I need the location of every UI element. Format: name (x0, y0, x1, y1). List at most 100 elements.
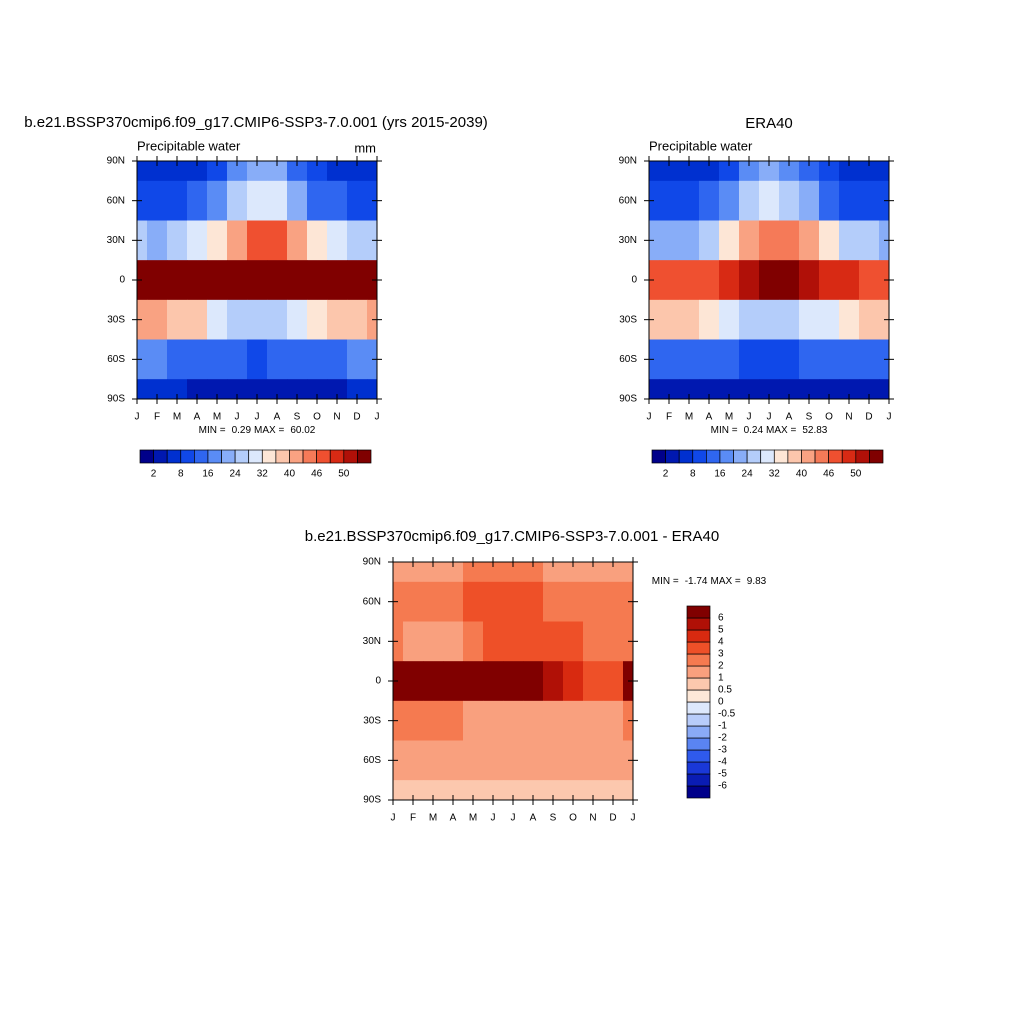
contour-cell (227, 299, 248, 340)
contour-cell (819, 180, 840, 221)
colorbar-label: 3 (718, 649, 724, 660)
contour-cell (759, 180, 780, 221)
contour-cell (819, 339, 840, 380)
contour-cell (137, 161, 148, 182)
contour-cell (287, 161, 308, 182)
contour-cell (227, 379, 248, 400)
contour-cell (719, 339, 740, 380)
contour-cell (307, 299, 328, 340)
colorbar-box (828, 449, 843, 464)
x-tick-label: N (333, 412, 340, 423)
colorbar-label: 4 (718, 637, 724, 648)
contour-cell (779, 180, 800, 221)
contour-cell (247, 180, 268, 221)
contour-cell (187, 161, 208, 182)
colorbar-label: 40 (796, 469, 808, 480)
x-tick-label: O (569, 813, 577, 824)
contour-cell (187, 180, 208, 221)
colorbar-label: 5 (718, 625, 724, 636)
x-tick-label: A (530, 813, 537, 824)
contour-cell (463, 581, 484, 622)
colorbar-box (686, 665, 711, 679)
contour-cell (393, 562, 404, 583)
max-label: MAX = (710, 576, 740, 587)
contour-cell (423, 581, 444, 622)
colorbar-box (746, 449, 762, 464)
contour-cell (503, 700, 524, 741)
contour-cell (403, 621, 424, 662)
contour-cell (147, 180, 168, 221)
contour-cell (147, 339, 168, 380)
colorbar-box (814, 449, 829, 464)
contour-cell (267, 339, 288, 380)
contour-cell (287, 379, 308, 400)
contour-cell (679, 180, 700, 221)
min: 0.24 (744, 425, 764, 436)
colorbar-box (692, 449, 707, 464)
y-tick-label: 30S (107, 314, 125, 325)
contour-cell (603, 661, 624, 702)
contour-cell (483, 780, 504, 801)
panel-title: ERA40 (745, 115, 793, 132)
contour-cell (327, 220, 348, 261)
contour-cell (603, 562, 624, 583)
x-tick-label: J (511, 813, 516, 824)
contour-cell (403, 581, 424, 622)
contour-cell (659, 180, 680, 221)
y-tick-label: 90N (363, 557, 381, 568)
colorbar-box (302, 449, 317, 464)
contour-cell (583, 661, 604, 702)
colorbar-label: 24 (742, 469, 754, 480)
contour-cell (523, 562, 544, 583)
contour-cell (739, 161, 760, 182)
contour-cell (423, 621, 444, 662)
colorbar-label: -3 (718, 745, 727, 756)
x-tick-label: A (274, 412, 281, 423)
contour-cell (659, 379, 680, 400)
contour-cell (799, 220, 820, 261)
contour-cell (167, 161, 188, 182)
min-label: MIN = (711, 425, 738, 436)
contour-cell (563, 700, 584, 741)
y-tick-label: 60S (619, 354, 637, 365)
contour-cell (759, 220, 780, 261)
min: 0.29 (232, 425, 252, 436)
x-tick-label: A (194, 412, 201, 423)
contour-cell (583, 581, 604, 622)
contour-cell (393, 661, 404, 702)
contour-cell (367, 379, 378, 400)
contour-cell (227, 161, 248, 182)
contour-cell (719, 379, 740, 400)
contour-cell (443, 740, 464, 781)
contour-cell (167, 260, 188, 301)
contour-cell (187, 299, 208, 340)
colorbar-box (686, 785, 711, 799)
x-tick-label: S (294, 412, 301, 423)
x-tick-label: M (725, 412, 733, 423)
contour-cell (187, 339, 208, 380)
contour-cell (819, 220, 840, 261)
colorbar-label: -5 (718, 769, 727, 780)
colorbar-label: 32 (769, 469, 781, 480)
x-tick-label: M (173, 412, 181, 423)
contour-cell (287, 220, 308, 261)
colorbar-box (686, 749, 711, 763)
contour-cell (403, 661, 424, 702)
contour-cell (859, 299, 880, 340)
colorbar-box (686, 641, 711, 655)
contour-cell (603, 700, 624, 741)
contour-cell (819, 379, 840, 400)
contour-cell (147, 220, 168, 261)
contour-cell (739, 299, 760, 340)
y-tick-label: 90N (107, 156, 125, 167)
contour-cell (287, 339, 308, 380)
colorbar-box (166, 449, 182, 464)
contour-cell (839, 161, 860, 182)
contour-cell (483, 700, 504, 741)
contour-cell (649, 161, 660, 182)
contour-cell (147, 299, 168, 340)
colorbar-label: 16 (202, 469, 214, 480)
contour-cell (543, 661, 564, 702)
contour-cell (563, 661, 584, 702)
contour-cell (859, 220, 880, 261)
